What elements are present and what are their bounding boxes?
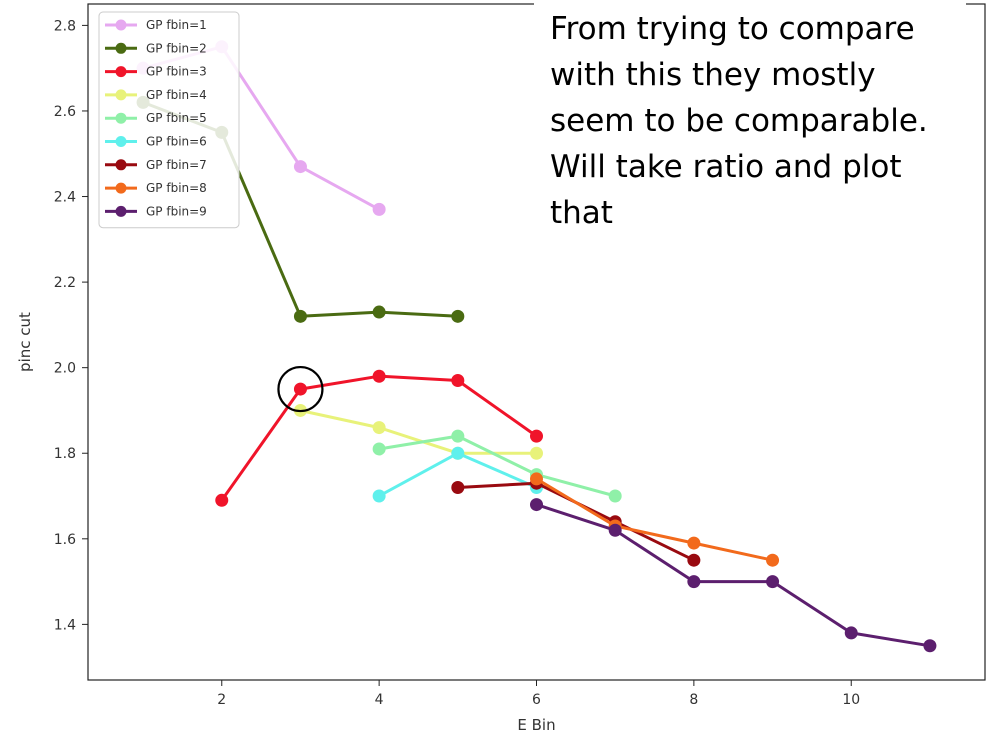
y-tick-label: 1.6 (54, 532, 76, 548)
legend-label: GP fbin=1 (146, 18, 207, 32)
x-tick-label: 8 (689, 692, 698, 708)
legend-swatch-marker (115, 89, 127, 101)
data-point (372, 202, 386, 216)
legend-swatch-marker (115, 112, 127, 124)
data-point (372, 489, 386, 503)
data-point (766, 553, 780, 567)
data-point (530, 498, 543, 512)
legend-box (98, 11, 240, 229)
data-point (293, 160, 307, 174)
series-line-fbin-9 (536, 503, 931, 648)
data-point (451, 374, 465, 388)
series-line-fbin-3 (220, 374, 538, 502)
legend-swatch-marker (115, 66, 127, 78)
data-point (766, 575, 780, 589)
legend-label: GP fbin=9 (146, 204, 207, 218)
data-point (687, 536, 701, 550)
series-line-fbin-8 (535, 477, 773, 562)
legend-swatch-marker (115, 42, 127, 54)
data-point (215, 493, 229, 507)
legend: GP fbin=1 GP fbin=2 GP fbin=3 GP fbin=4 GP f… (98, 11, 240, 229)
legend-swatch-marker (115, 159, 127, 171)
legend-swatch-marker (115, 19, 127, 31)
y-tick-label: 2.8 (54, 18, 76, 34)
data-point (372, 442, 386, 456)
data-point (923, 639, 937, 653)
x-tick-label: 6 (532, 692, 541, 708)
data-point (530, 446, 543, 460)
annotation-text: From trying to compare with this they mo… (534, 0, 966, 285)
x-tick-label: 2 (217, 692, 226, 708)
data-point (844, 626, 858, 640)
y-tick-label: 2.6 (54, 104, 76, 120)
data-point (293, 382, 307, 396)
data-point (451, 446, 465, 460)
legend-swatch-marker (115, 205, 127, 217)
legend-swatch-marker (115, 182, 127, 194)
legend-label: GP fbin=5 (146, 111, 207, 125)
x-axis-label: E Bin (517, 716, 555, 734)
legend-label: GP fbin=7 (146, 158, 207, 172)
highlight-circle (277, 365, 324, 413)
data-point (372, 305, 386, 319)
legend-swatch-marker (115, 136, 127, 147)
y-tick-label: 1.8 (54, 446, 76, 462)
data-point (530, 429, 543, 443)
legend-label: GP fbin=3 (146, 65, 207, 79)
series-line-fbin-4 (300, 409, 537, 455)
series-line-fbin-7 (457, 481, 695, 562)
y-tick-label: 2.0 (54, 361, 76, 377)
y-tick-label: 1.4 (54, 617, 76, 633)
x-tick-label: 10 (842, 692, 860, 708)
data-point (608, 489, 622, 503)
x-tick-label: 4 (375, 692, 384, 708)
legend-label: GP fbin=6 (146, 135, 207, 149)
y-axis-label: pinc cut (16, 312, 34, 372)
data-point (608, 523, 622, 537)
data-point (451, 480, 465, 494)
data-point (372, 369, 386, 383)
data-point (687, 575, 701, 589)
y-tick-label: 2.4 (54, 190, 76, 206)
series-line-fbin-5 (378, 434, 616, 498)
data-point (687, 553, 701, 567)
data-point (530, 472, 543, 486)
data-point (451, 429, 465, 443)
data-point (372, 421, 386, 435)
data-point (451, 309, 465, 323)
legend-label: GP fbin=4 (146, 88, 207, 102)
data-point (293, 309, 307, 323)
legend-label: GP fbin=2 (146, 41, 207, 55)
axes-layer: 2 4 6 8 10 1.4 1.6 1.8 2.0 2.2 2.4 2.6 2.8 (54, 3, 986, 708)
y-tick-label: 2.2 (54, 275, 76, 291)
legend-label: GP fbin=8 (146, 181, 207, 195)
